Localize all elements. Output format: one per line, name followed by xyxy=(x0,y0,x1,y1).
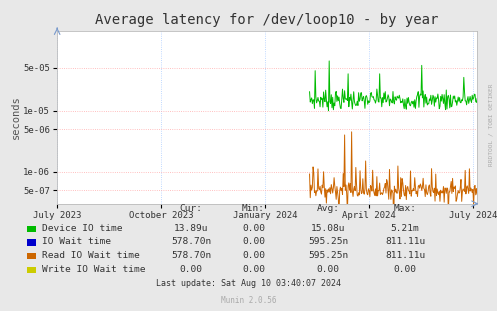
Text: 811.11u: 811.11u xyxy=(385,237,425,246)
Text: Device IO time: Device IO time xyxy=(42,224,123,233)
Text: 578.70n: 578.70n xyxy=(171,237,211,246)
Text: IO Wait time: IO Wait time xyxy=(42,237,111,246)
Text: Write IO Wait time: Write IO Wait time xyxy=(42,265,146,274)
Text: 811.11u: 811.11u xyxy=(385,251,425,260)
Text: RRDTOOL / TOBI OETIKER: RRDTOOL / TOBI OETIKER xyxy=(489,83,494,166)
Text: Min:: Min: xyxy=(242,204,265,213)
Text: 578.70n: 578.70n xyxy=(171,251,211,260)
Text: 15.08u: 15.08u xyxy=(311,224,345,233)
Text: Munin 2.0.56: Munin 2.0.56 xyxy=(221,296,276,305)
Text: Last update: Sat Aug 10 03:40:07 2024: Last update: Sat Aug 10 03:40:07 2024 xyxy=(156,279,341,288)
Text: 595.25n: 595.25n xyxy=(308,251,348,260)
Title: Average latency for /dev/loop10 - by year: Average latency for /dev/loop10 - by yea… xyxy=(95,13,439,27)
Text: 0.00: 0.00 xyxy=(242,237,265,246)
Text: Read IO Wait time: Read IO Wait time xyxy=(42,251,140,260)
Text: 0.00: 0.00 xyxy=(242,224,265,233)
Text: 595.25n: 595.25n xyxy=(308,237,348,246)
Y-axis label: seconds: seconds xyxy=(10,95,20,139)
Text: 0.00: 0.00 xyxy=(180,265,203,274)
Text: 0.00: 0.00 xyxy=(242,251,265,260)
Text: 13.89u: 13.89u xyxy=(174,224,209,233)
Text: 0.00: 0.00 xyxy=(317,265,339,274)
Text: Cur:: Cur: xyxy=(180,204,203,213)
Text: Avg:: Avg: xyxy=(317,204,339,213)
Text: 0.00: 0.00 xyxy=(394,265,416,274)
Text: 0.00: 0.00 xyxy=(242,265,265,274)
Text: Max:: Max: xyxy=(394,204,416,213)
Text: 5.21m: 5.21m xyxy=(391,224,419,233)
